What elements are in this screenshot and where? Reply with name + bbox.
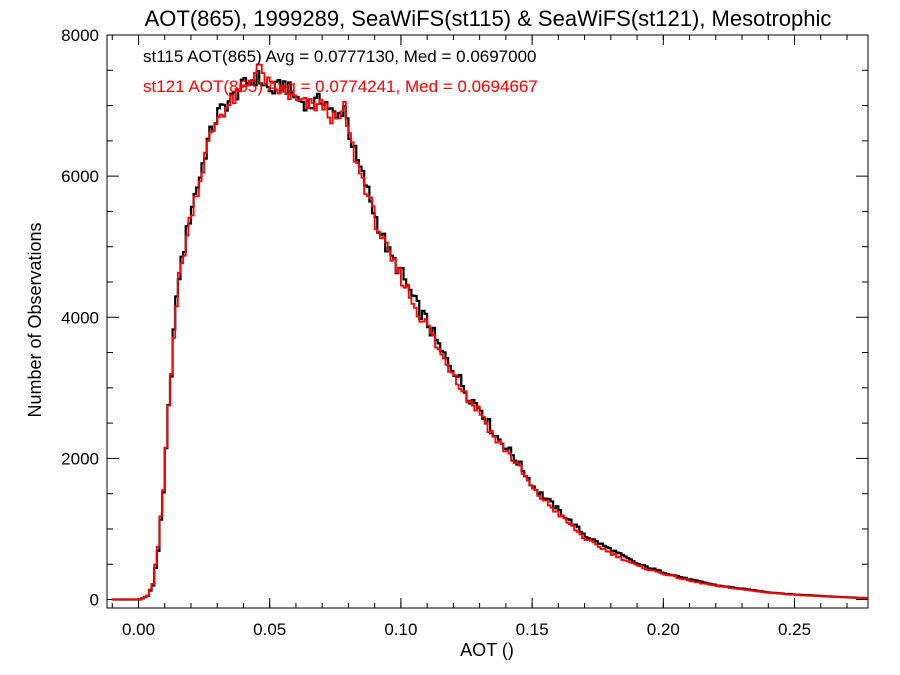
y-tick-label: 4000 (61, 308, 99, 327)
y-tick-label: 6000 (61, 167, 99, 186)
x-tick-label: 0.20 (647, 620, 680, 639)
y-axis-label: Number of Observations (25, 222, 45, 417)
x-axis-label: AOT () (460, 640, 514, 660)
annotation-st121: st121 AOT(865) Avg = 0.0774241, Med = 0.… (143, 77, 538, 96)
series-layer (112, 63, 868, 601)
x-tick-label: 0.10 (384, 620, 417, 639)
annotation-st115: st115 AOT(865) Avg = 0.0777130, Med = 0.… (143, 47, 537, 66)
series-line-2 (112, 63, 868, 601)
series-line-1 (112, 69, 868, 601)
chart-title: AOT(865), 1999289, SeaWiFS(st115) & SeaW… (145, 6, 832, 31)
x-tick-label: 0.15 (516, 620, 549, 639)
y-tick-label: 8000 (61, 26, 99, 45)
y-tick-label: 2000 (61, 449, 99, 468)
x-tick-label: 0.05 (253, 620, 286, 639)
axis-ticks: 0.00 0.05 0.10 0.15 0.20 0.25 0 2000 4000 6000 800… (61, 26, 868, 639)
y-tick-label: 0 (90, 591, 99, 610)
plot-area (106, 34, 869, 609)
x-tick-label: 0.25 (778, 620, 811, 639)
x-tick-label: 0.00 (122, 620, 155, 639)
